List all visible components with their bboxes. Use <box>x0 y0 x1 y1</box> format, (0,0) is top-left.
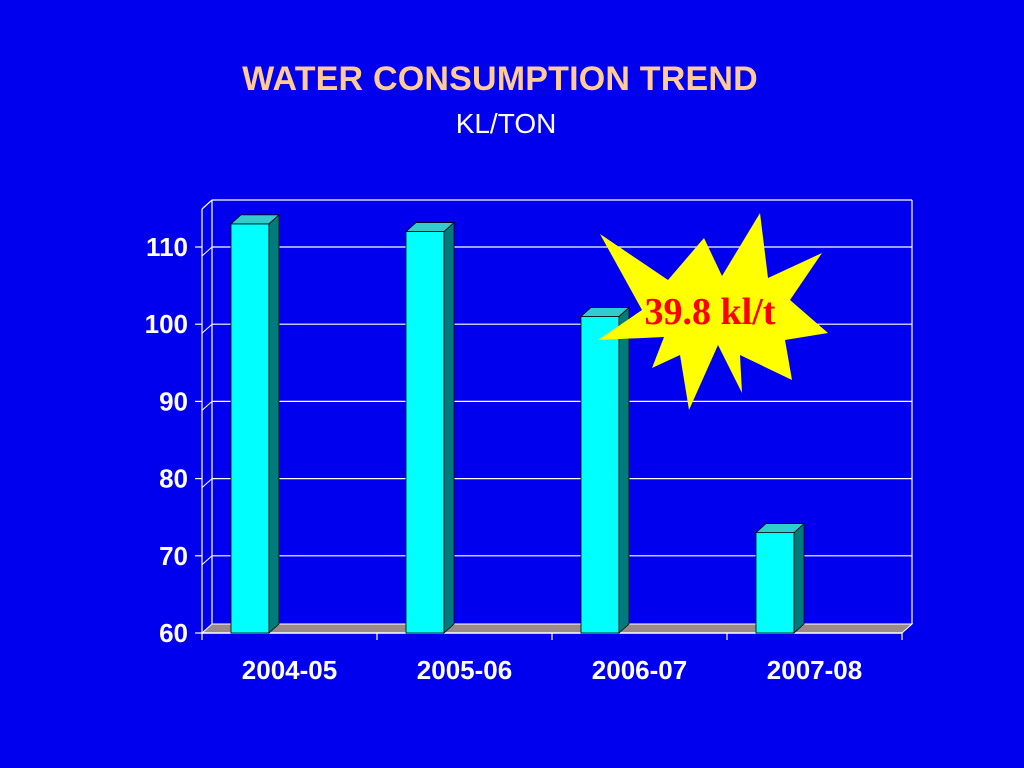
starburst-callout: 39.8 kl/t <box>598 213 828 410</box>
bar-side <box>443 221 455 634</box>
y-tick-label: 100 <box>145 309 188 339</box>
bar-2004-05 <box>229 213 281 634</box>
x-tick-label: 2005-06 <box>417 655 512 685</box>
chart-walls <box>201 199 913 633</box>
bar-top <box>404 222 456 232</box>
y-tick-label: 60 <box>159 618 188 648</box>
bar-2006-07 <box>579 306 631 634</box>
x-tick-label: 2007-08 <box>767 655 862 685</box>
gridline-side <box>201 401 213 411</box>
x-tick-label: 2006-07 <box>592 655 687 685</box>
x-axis-ticks: 2004-05 2005-06 2006-07 2007-08 <box>201 633 903 685</box>
y-tick-label: 90 <box>159 386 188 416</box>
bar-front <box>580 316 620 634</box>
bar-side <box>268 213 280 634</box>
starburst-shape <box>598 213 828 410</box>
y-tick-label: 80 <box>159 464 188 494</box>
bar-top <box>579 307 631 317</box>
chart-subtitle: KL/TON <box>455 108 557 139</box>
y-tick-label: 110 <box>146 232 188 262</box>
bar-front <box>755 532 795 634</box>
gridline-side <box>201 478 213 488</box>
y-tick-label: 70 <box>159 541 188 571</box>
gridlines <box>201 246 912 566</box>
gridline-side <box>201 555 213 566</box>
bar-front <box>405 231 445 634</box>
y-axis-ticks: 60 70 80 90 100 110 <box>145 232 202 648</box>
chart-title: WATER CONSUMPTION TREND <box>242 60 758 98</box>
wall-top-edge <box>201 199 213 210</box>
chart-floor <box>200 623 914 634</box>
bar-top <box>754 523 806 534</box>
floor-plane <box>200 623 914 634</box>
bar-side <box>793 522 805 634</box>
bar-top <box>229 214 281 225</box>
gridline-side <box>201 246 213 257</box>
bars <box>229 213 806 634</box>
bar-2005-06 <box>404 221 456 634</box>
gridline-side <box>201 323 213 334</box>
bar-front <box>230 223 270 634</box>
starburst-label: 39.8 kl/t <box>645 291 776 333</box>
x-tick-label: 2004-05 <box>242 655 337 685</box>
bar-side <box>618 306 630 634</box>
bar-2007-08 <box>754 522 806 634</box>
